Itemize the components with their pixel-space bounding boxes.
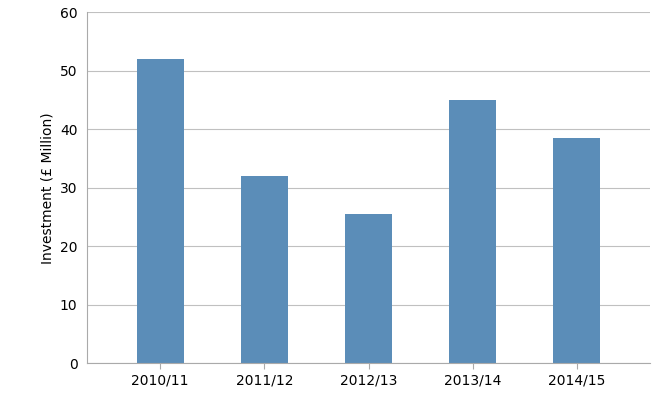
Y-axis label: Investment (£ Million): Investment (£ Million) bbox=[40, 112, 54, 264]
Bar bbox=[137, 59, 184, 363]
Bar bbox=[241, 176, 287, 363]
Bar bbox=[553, 138, 600, 363]
Bar bbox=[450, 100, 496, 363]
Bar bbox=[345, 214, 392, 363]
